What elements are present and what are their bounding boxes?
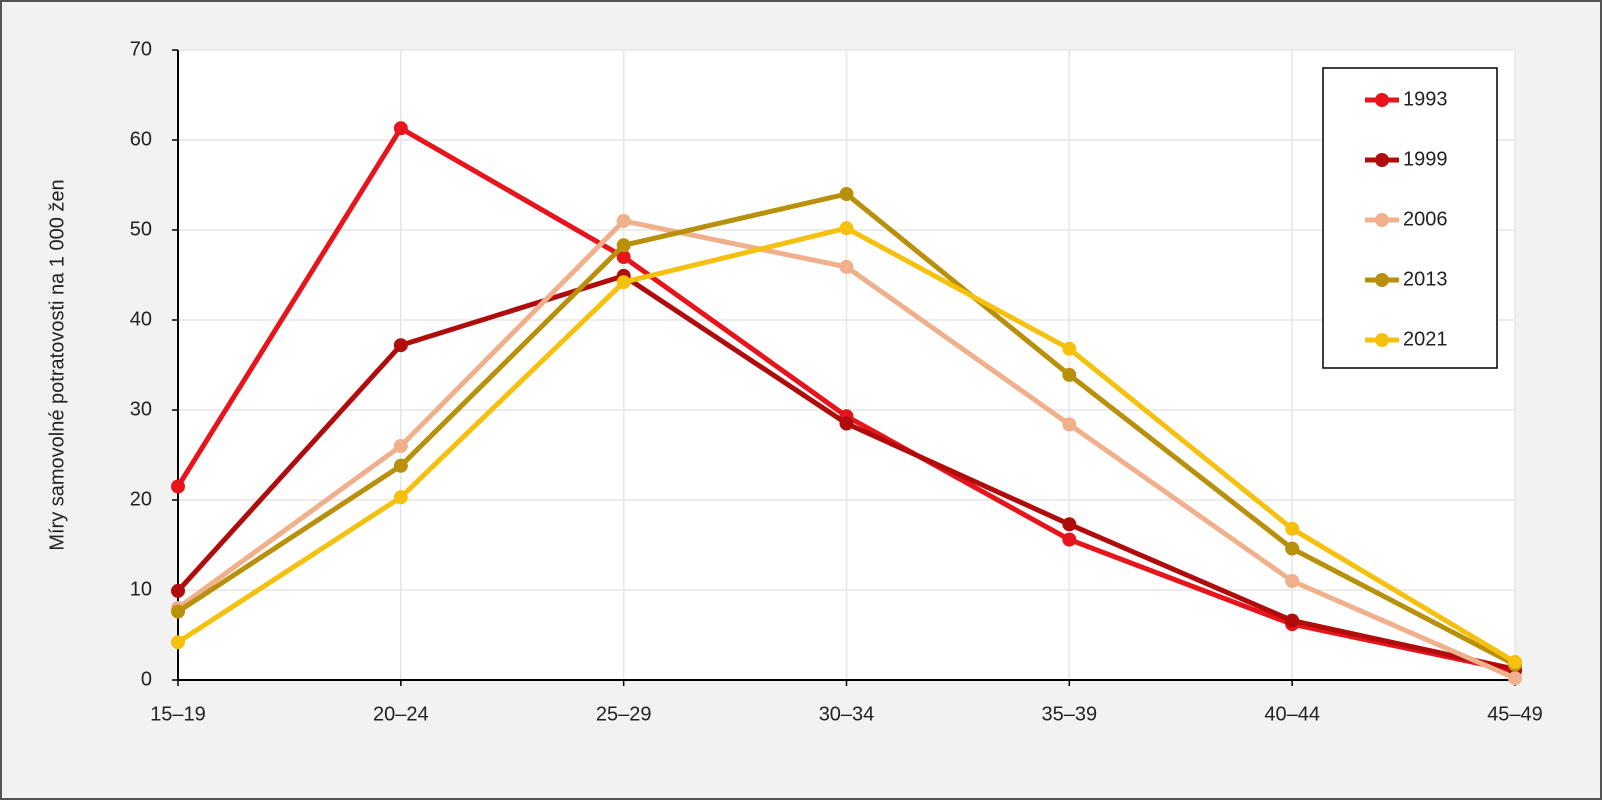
- data-point: [1062, 517, 1077, 532]
- x-tick-label: 20–24: [373, 703, 429, 725]
- data-point: [616, 275, 631, 290]
- legend-label: 1993: [1403, 88, 1448, 110]
- legend-marker: [1375, 333, 1389, 347]
- legend-label: 2013: [1403, 268, 1448, 290]
- x-tick-label: 35–39: [1042, 703, 1098, 725]
- x-tick-label: 40–44: [1264, 703, 1320, 725]
- legend-marker: [1375, 213, 1389, 227]
- x-tick-label: 15–19: [150, 703, 206, 725]
- y-tick-label: 40: [130, 308, 152, 330]
- x-tick-label: 30–34: [819, 703, 875, 725]
- data-point: [616, 250, 631, 264]
- data-point: [1285, 541, 1300, 556]
- data-point: [171, 479, 185, 494]
- y-tick-label: 10: [130, 578, 152, 600]
- y-tick-label: 20: [130, 488, 152, 510]
- data-point: [1062, 341, 1077, 356]
- data-point: [1062, 417, 1077, 432]
- legend-marker: [1375, 153, 1389, 167]
- legend-marker: [1375, 273, 1389, 287]
- data-point: [171, 635, 185, 650]
- legend-label: 2006: [1403, 208, 1448, 230]
- y-tick-label: 60: [130, 128, 152, 150]
- y-tick-label: 70: [130, 38, 152, 60]
- data-point: [1285, 521, 1300, 536]
- data-point: [393, 490, 408, 505]
- data-point: [616, 238, 631, 253]
- data-point: [171, 583, 185, 598]
- data-point: [1285, 574, 1300, 588]
- data-point: [393, 439, 408, 453]
- data-point: [393, 458, 408, 473]
- data-point: [1062, 367, 1077, 382]
- legend-box: [1322, 67, 1498, 369]
- legend-label: 2021: [1403, 328, 1448, 350]
- y-axis-label: Míry samovolné potratovosti na 1 000 žen: [46, 179, 68, 550]
- data-point: [839, 416, 854, 431]
- data-point: [1062, 532, 1077, 547]
- data-point: [616, 214, 631, 228]
- data-point: [1508, 655, 1522, 669]
- data-point: [839, 259, 854, 274]
- legend-label: 1999: [1403, 148, 1448, 170]
- y-tick-label: 30: [130, 398, 152, 420]
- y-tick-label: 0: [141, 668, 152, 690]
- data-point: [393, 338, 408, 353]
- data-point: [1508, 671, 1522, 686]
- data-point: [839, 187, 854, 201]
- y-tick-label: 50: [130, 218, 152, 240]
- x-tick-label: 45–49: [1487, 703, 1543, 725]
- data-point: [171, 604, 185, 619]
- data-point: [1285, 613, 1300, 628]
- legend-marker: [1375, 93, 1389, 107]
- data-point: [393, 121, 408, 136]
- data-point: [839, 221, 854, 236]
- x-tick-label: 25–29: [596, 703, 652, 725]
